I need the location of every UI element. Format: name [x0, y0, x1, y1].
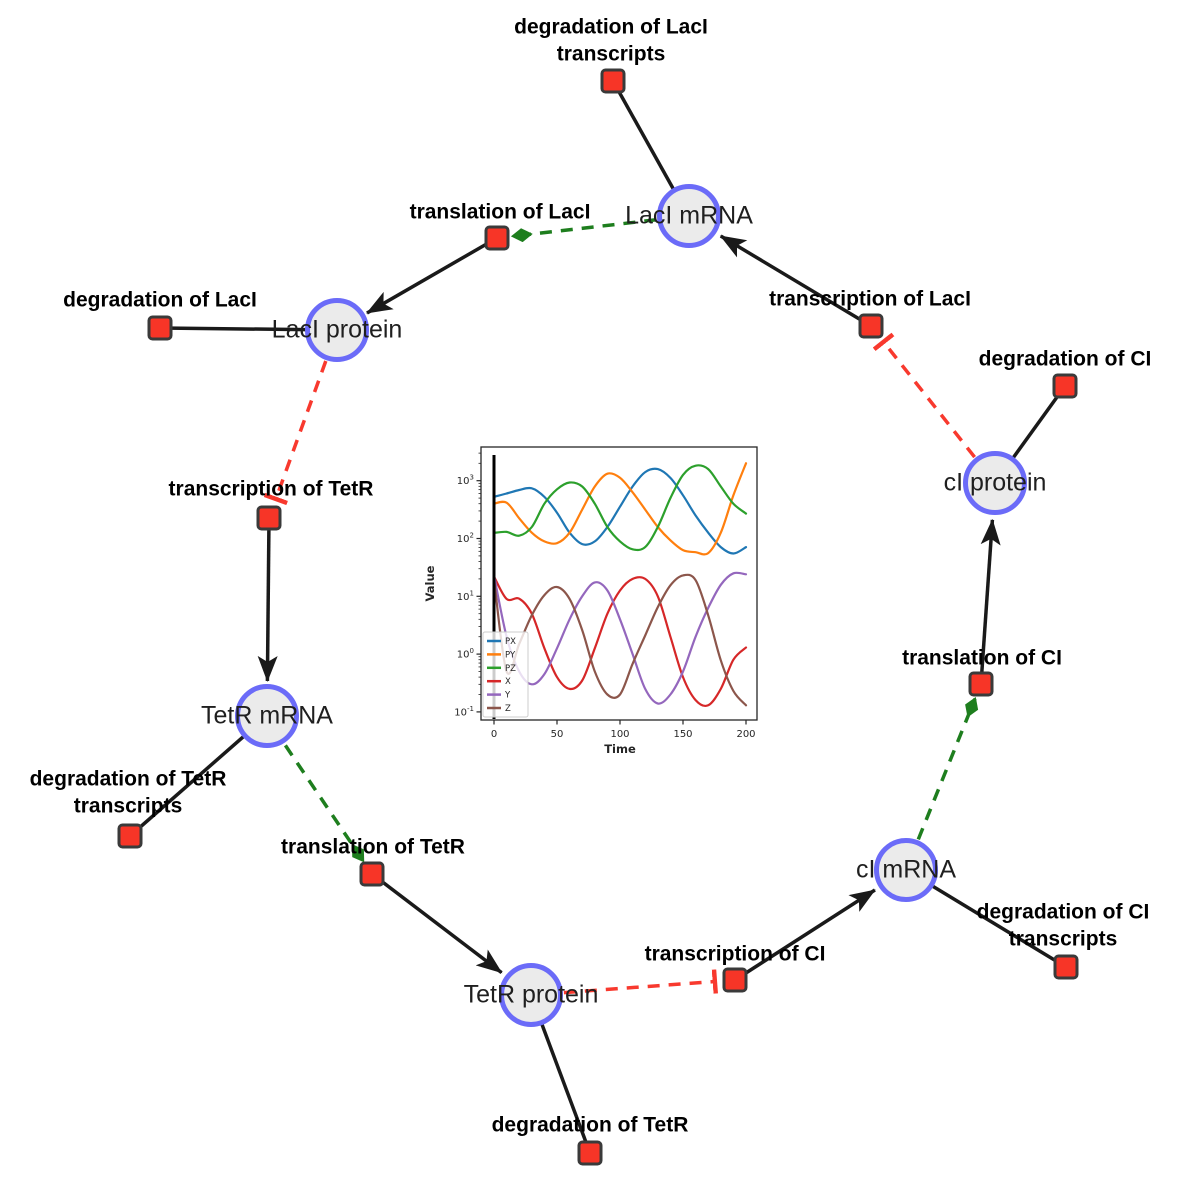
y-axis-label: Value [423, 565, 437, 601]
reaction-node-transcription-tetr[interactable] [256, 505, 282, 531]
edge-ci-mrna-activates-translation-ci [916, 696, 979, 841]
y-tick-label: 103 [457, 474, 474, 488]
edge-translation-tetr-to-tetr-protein [370, 872, 503, 974]
species-node-tetr-mrna[interactable] [235, 684, 299, 748]
edge-transcription-laci-to-laci-mrna [719, 234, 872, 328]
edge-tetr-mrna-activates-translation-tetr [283, 744, 365, 863]
species-label-ci-mrna: cI mRNA [856, 855, 956, 884]
reaction-label-deg-tetr-transcripts: degradation of TetR transcripts [29, 767, 227, 818]
series-line-X [492, 575, 748, 708]
reaction-label-deg-ci-transcripts: degradation of CI transcripts [976, 900, 1150, 951]
reaction-node-deg-laci[interactable] [147, 315, 173, 341]
species-label-tetr-mrna: TetR mRNA [201, 701, 333, 730]
legend-label-Z: Z [505, 704, 511, 714]
x-tick-label: 0 [491, 729, 497, 740]
species-node-ci-protein[interactable] [963, 451, 1027, 515]
reaction-node-transcription-ci[interactable] [722, 967, 748, 993]
reaction-label-transcription-tetr: transcription of TetR [168, 477, 374, 501]
legend-label-PX: PX [505, 637, 516, 647]
x-tick-label: 200 [736, 729, 755, 740]
reaction-node-deg-ci-transcripts[interactable] [1053, 954, 1079, 980]
reaction-label-transcription-ci: transcription of CI [644, 942, 826, 966]
x-tick-label: 50 [551, 729, 564, 740]
edge-transcription-ci-to-ci-mrna [734, 888, 876, 982]
species-label-tetr-protein: TetR protein [463, 980, 599, 1009]
species-node-laci-protein[interactable] [305, 298, 369, 362]
y-tick-label: 100 [457, 647, 474, 661]
series-line-Y [492, 571, 748, 705]
chart-legend: PX PY PZ XYZ [482, 631, 529, 718]
reaction-node-transcription-laci[interactable] [858, 313, 884, 339]
edge-translation-laci-to-laci-protein [366, 236, 498, 315]
legend-label-X: X [505, 677, 511, 687]
species-label-laci-protein: LacI protein [271, 315, 403, 344]
reaction-node-deg-laci-transcripts[interactable] [600, 68, 626, 94]
series-line-PZ [492, 464, 748, 552]
reaction-label-deg-ci: degradation of CI [978, 347, 1152, 371]
reaction-node-deg-tetr[interactable] [577, 1140, 603, 1166]
species-node-ci-mrna[interactable] [874, 838, 938, 902]
series-line-Z [492, 573, 748, 707]
x-axis-label: Time [604, 742, 636, 756]
legend-label-PZ: PZ [505, 664, 516, 674]
edge-transcription-tetr-to-tetr-mrna [257, 517, 278, 682]
reaction-label-translation-tetr: translation of TetR [281, 835, 465, 859]
edge-translation-ci-to-ci-protein [979, 518, 1001, 685]
reaction-label-translation-ci: translation of CI [902, 646, 1062, 670]
species-node-tetr-protein[interactable] [499, 963, 563, 1027]
series-line-PY [492, 462, 748, 556]
edge-tetr-protein-inhibits-transcription-ci [563, 969, 718, 995]
axes-frame [480, 446, 758, 721]
series-line-PX [492, 467, 748, 555]
x-tick-label: 150 [673, 729, 692, 740]
reaction-label-deg-tetr: degradation of TetR [491, 1113, 689, 1137]
reaction-node-translation-laci[interactable] [484, 225, 510, 251]
legend-label-Y: Y [504, 691, 511, 701]
edge-ci-protein-inhibits-transcription-laci [872, 332, 976, 459]
species-label-ci-protein: cI protein [943, 468, 1047, 497]
axis-tick-labels: 10-1 100 101 102 103 0 50 100 150 200 [454, 474, 755, 740]
legend-label-PY: PY [505, 650, 516, 660]
y-tick-label: 10-1 [454, 705, 474, 719]
reaction-label-translation-laci: translation of LacI [409, 200, 591, 224]
axis-ticks [476, 452, 747, 725]
reaction-node-deg-ci[interactable] [1052, 373, 1078, 399]
reaction-node-deg-tetr-transcripts[interactable] [117, 823, 143, 849]
edge-laci-mrna-activates-translation-laci [510, 218, 657, 243]
reaction-node-translation-tetr[interactable] [359, 861, 385, 887]
reaction-label-deg-laci-transcripts: degradation of LacI transcripts [514, 15, 708, 66]
y-tick-label: 102 [457, 532, 474, 546]
species-label-laci-mrna: LacI mRNA [625, 201, 753, 230]
reaction-label-deg-laci: degradation of LacI [63, 288, 257, 312]
reaction-label-transcription-laci: transcription of LacI [769, 287, 971, 311]
species-node-laci-mrna[interactable] [657, 184, 721, 248]
y-tick-label: 101 [457, 589, 474, 603]
x-tick-label: 100 [610, 729, 629, 740]
edge-laci-protein-inhibits-transcription-tetr [263, 360, 328, 506]
reaction-node-translation-ci[interactable] [968, 671, 994, 697]
chart-series-group [492, 462, 748, 708]
